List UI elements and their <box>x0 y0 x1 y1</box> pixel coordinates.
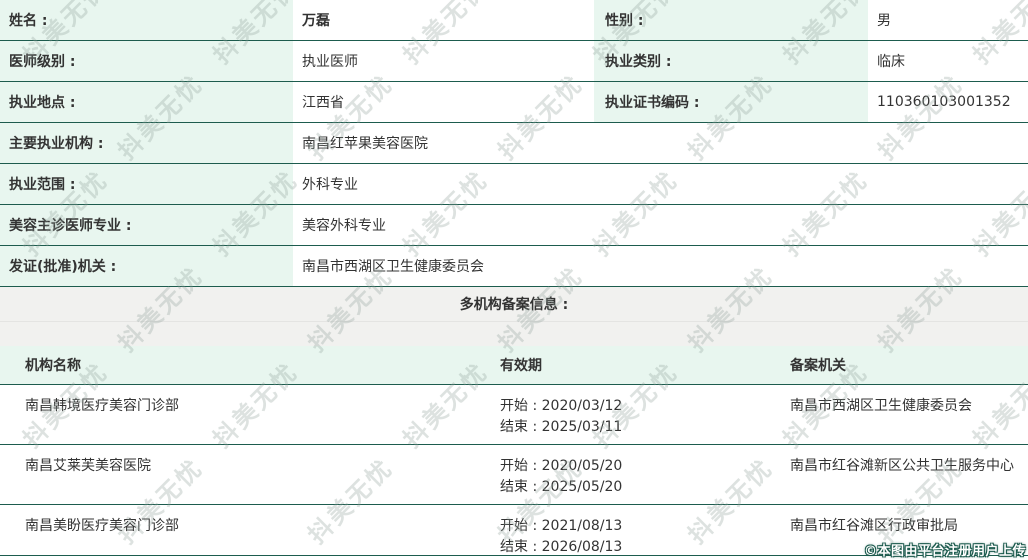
section-title: 多机构备案信息 : <box>0 287 1028 322</box>
filing-authority: 南昌市红谷滩区行政审批局 <box>790 518 958 534</box>
name-value: 万磊 <box>293 0 594 40</box>
issuing-authority-value: 南昌市西湖区卫生健康委员会 <box>293 246 1028 286</box>
filing-row-3: 南昌美盼医疗美容门诊部 开始 : 2021/08/13 结束 : 2026/08… <box>0 505 1028 556</box>
validity-end: 结束 : 2025/05/20 <box>500 479 623 495</box>
institution-name: 南昌艾莱芙美容医院 <box>25 458 151 474</box>
cosmetic-specialty-label: 美容主诊医师专业 : <box>0 205 293 245</box>
validity-start: 开始 : 2021/08/13 <box>500 518 623 534</box>
filing-row-1: 南昌韩境医疗美容门诊部 开始 : 2020/03/12 结束 : 2025/03… <box>0 385 1028 445</box>
validity-period: 开始 : 2021/08/13 结束 : 2026/08/13 <box>500 516 790 558</box>
certificate-number-label: 执业证书编码 : <box>594 82 868 122</box>
practice-scope-label: 执业范围 : <box>0 164 293 204</box>
validity-period: 开始 : 2020/03/12 结束 : 2025/03/11 <box>500 396 790 438</box>
validity-end: 结束 : 2026/08/13 <box>500 539 623 555</box>
gender-value: 男 <box>868 0 1028 40</box>
validity-start: 开始 : 2020/03/12 <box>500 398 623 414</box>
header-validity: 有效期 <box>500 358 542 374</box>
header-institution-name: 机构名称 <box>25 358 81 374</box>
cosmetic-specialty-value: 美容外科专业 <box>293 205 1028 245</box>
name-label: 姓名 : <box>0 0 293 40</box>
info-row-main-institution: 主要执业机构 : 南昌红苹果美容医院 <box>0 123 1028 164</box>
validity-end: 结束 : 2025/03/11 <box>500 419 623 435</box>
info-row-location-certno: 执业地点 : 江西省 执业证书编码 : 110360103001352 <box>0 82 1028 123</box>
header-filing-authority: 备案机关 <box>790 358 846 374</box>
validity-period: 开始 : 2020/05/20 结束 : 2025/05/20 <box>500 456 790 498</box>
info-row-practice-scope: 执业范围 : 外科专业 <box>0 164 1028 205</box>
main-institution-label: 主要执业机构 : <box>0 123 293 163</box>
filing-table: 机构名称 有效期 备案机关 南昌韩境医疗美容门诊部 开始 : 2020/03/1… <box>0 346 1028 556</box>
practice-location-label: 执业地点 : <box>0 82 293 122</box>
filing-authority: 南昌市红谷滩新区公共卫生服务中心 <box>790 458 1014 474</box>
main-institution-value: 南昌红苹果美容医院 <box>293 123 1028 163</box>
institution-name: 南昌韩境医疗美容门诊部 <box>25 398 179 414</box>
filing-row-2: 南昌艾莱芙美容医院 开始 : 2020/05/20 结束 : 2025/05/2… <box>0 445 1028 505</box>
multi-institution-section: 多机构备案信息 : <box>0 287 1028 346</box>
validity-start: 开始 : 2020/05/20 <box>500 458 623 474</box>
institution-name: 南昌美盼医疗美容门诊部 <box>25 518 179 534</box>
doctor-level-label: 医师级别 : <box>0 41 293 81</box>
certificate-number-value: 110360103001352 <box>868 82 1028 122</box>
issuing-authority-label: 发证(批准)机关 : <box>0 246 293 286</box>
practice-location-value: 江西省 <box>293 82 594 122</box>
practice-category-value: 临床 <box>868 41 1028 81</box>
upload-credit-badge: ©本图由平台注册用户上传 <box>863 544 1026 559</box>
filing-authority: 南昌市西湖区卫生健康委员会 <box>790 398 972 414</box>
doctor-level-value: 执业医师 <box>293 41 594 81</box>
gender-label: 性别 : <box>594 0 868 40</box>
filing-table-header: 机构名称 有效期 备案机关 <box>0 346 1028 385</box>
info-row-level-category: 医师级别 : 执业医师 执业类别 : 临床 <box>0 41 1028 82</box>
info-row-name-gender: 姓名 : 万磊 性别 : 男 <box>0 0 1028 41</box>
practice-category-label: 执业类别 : <box>594 41 868 81</box>
info-row-cosmetic-specialty: 美容主诊医师专业 : 美容外科专业 <box>0 205 1028 246</box>
section-gap <box>0 322 1028 346</box>
info-row-issuing-authority: 发证(批准)机关 : 南昌市西湖区卫生健康委员会 <box>0 246 1028 287</box>
info-table: 姓名 : 万磊 性别 : 男 医师级别 : 执业医师 执业类别 : 临床 执业地… <box>0 0 1028 287</box>
practice-scope-value: 外科专业 <box>293 164 1028 204</box>
